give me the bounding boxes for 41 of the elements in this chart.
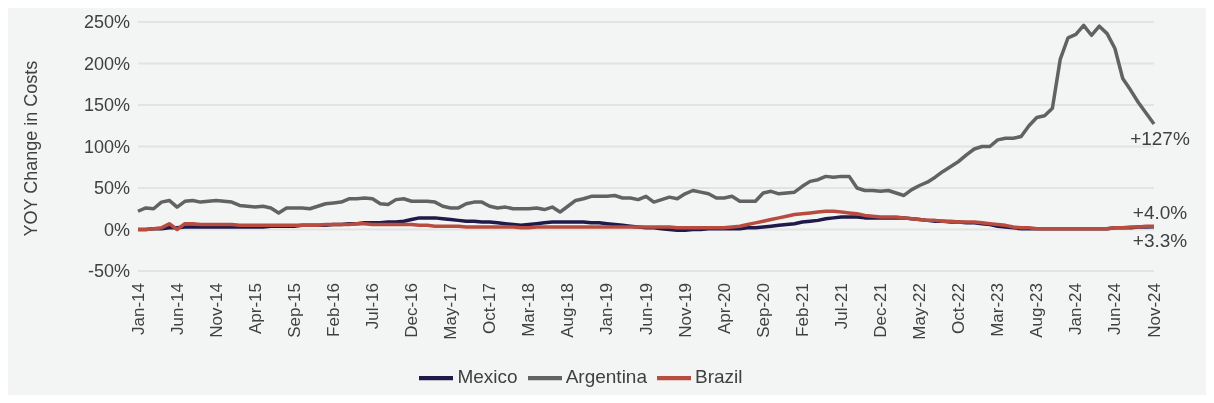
legend-label: Brazil [695,366,743,388]
x-tick-label: Jun-19 [636,283,656,335]
x-tick-label: Jun-24 [1105,283,1125,335]
x-tick-label: Mar-18 [519,283,539,337]
x-tick-label: Sep-20 [753,283,773,338]
x-tick-label: Jun-14 [167,283,187,335]
legend-label: Argentina [565,366,647,388]
y-tick-label: 0% [103,219,130,240]
y-axis-title: YOY Change in Costs [21,60,42,237]
x-tick-label: May-22 [910,283,930,340]
x-tick-label: Nov-19 [675,283,695,338]
x-tick-label: Mar-23 [988,283,1008,337]
y-tick-label: -50% [87,261,130,282]
x-tick-label: Jan-24 [1066,283,1086,335]
y-tick-label: 50% [93,178,130,199]
x-tick-label: Aug-23 [1027,283,1047,338]
annotation: +3.3% [1132,230,1188,252]
x-tick-label: Oct-22 [949,283,969,335]
annotation: +4.0% [1132,202,1188,224]
x-tick-label: Jan-14 [128,283,148,335]
x-tick-label: Apr-15 [245,283,265,335]
x-tick-label: Feb-21 [792,283,812,337]
x-tick-label: Nov-24 [1144,283,1164,338]
x-tick-label: Aug-18 [558,283,578,338]
x-tick-label: Oct-17 [480,283,500,335]
y-tick-label: 100% [83,136,130,157]
x-tick-label: May-17 [441,283,461,340]
x-tick-label: Nov-14 [206,283,226,338]
x-tick-label: Jul-16 [362,283,382,330]
x-tick-label: Dec-16 [402,283,422,338]
x-tick-label: Feb-16 [323,283,343,337]
y-tick-label: 250% [83,12,130,33]
annotation: +127% [1130,127,1190,149]
x-tick-label: Dec-21 [870,283,890,338]
y-tick-label: 200% [83,53,130,74]
x-tick-label: Jul-21 [831,283,851,330]
x-tick-label: Apr-20 [714,283,734,335]
x-tick-label: Jan-19 [597,283,617,335]
x-tick-label: Sep-15 [284,283,304,338]
y-tick-label: 150% [83,95,130,116]
legend-label: Mexico [457,366,518,388]
